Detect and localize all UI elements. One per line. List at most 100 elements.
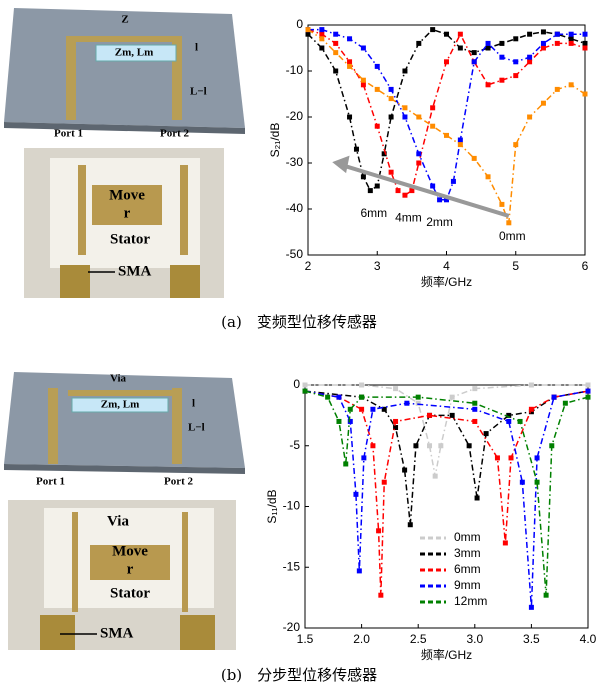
marker: [333, 68, 339, 74]
trend-arrow: [342, 163, 510, 218]
y-tick-label: -15: [283, 559, 301, 573]
marker: [370, 443, 376, 449]
photo-sma: [180, 615, 215, 650]
marker: [360, 77, 366, 83]
marker: [551, 394, 557, 400]
marker: [494, 455, 500, 461]
marker: [585, 388, 591, 394]
marker: [353, 146, 359, 152]
label: Stator: [110, 231, 150, 247]
marker: [540, 45, 546, 51]
label: r: [127, 561, 134, 577]
marker: [374, 63, 380, 69]
label: Move: [109, 187, 145, 203]
x-tick-label: 2: [305, 259, 312, 273]
series-line: [307, 28, 586, 197]
series-line: [308, 28, 585, 201]
marker: [430, 27, 436, 33]
marker: [582, 40, 588, 46]
y-tick-label: -10: [283, 499, 301, 513]
marker: [430, 123, 436, 129]
photo-sma: [170, 265, 200, 298]
marker: [415, 394, 421, 400]
photo-line: [72, 512, 78, 612]
marker: [374, 86, 380, 92]
marker: [450, 178, 456, 184]
marker: [506, 412, 512, 418]
marker: [359, 382, 365, 388]
marker: [519, 479, 525, 485]
marker: [528, 604, 534, 610]
marker: [485, 82, 491, 88]
legend-label: 0mm: [454, 530, 481, 544]
marker: [474, 495, 480, 501]
marker: [554, 31, 560, 37]
marker: [582, 45, 588, 51]
y-axis-label: S₁₁/dB: [265, 489, 279, 523]
marker: [319, 45, 325, 51]
marker: [413, 443, 419, 449]
marker: [528, 406, 534, 412]
marker: [360, 174, 366, 180]
annotation: 6mm: [360, 206, 387, 220]
marker: [568, 40, 574, 46]
marker: [416, 160, 422, 166]
marker: [472, 406, 478, 412]
marker: [534, 455, 540, 461]
x-axis-label: 频率/GHz: [421, 274, 472, 289]
marker: [585, 382, 591, 388]
photo-line: [180, 165, 188, 255]
photo-sma: [60, 265, 90, 298]
marker: [360, 45, 366, 51]
marker: [527, 59, 533, 65]
photo-mover: [90, 545, 170, 580]
y-tick-label: -20: [286, 109, 304, 123]
marker: [336, 418, 342, 424]
marker: [485, 174, 491, 180]
marker: [513, 59, 519, 65]
marker: [485, 40, 491, 46]
marker: [457, 45, 463, 51]
marker: [568, 31, 574, 37]
marker: [336, 394, 342, 400]
marker: [378, 592, 384, 598]
photo-line: [182, 512, 188, 612]
marker: [471, 155, 477, 161]
legend-label: 6mm: [454, 562, 481, 576]
marker: [457, 31, 463, 37]
marker: [449, 412, 455, 418]
label: SMA: [100, 625, 134, 641]
label: Move: [112, 543, 148, 559]
legend-label: 3mm: [454, 546, 481, 560]
marker: [562, 400, 568, 406]
marker: [388, 96, 394, 102]
x-tick-label: 4.0: [580, 632, 597, 646]
marker: [388, 86, 394, 92]
y-tick-label: -20: [283, 620, 301, 634]
label: r: [124, 205, 131, 221]
marker: [416, 114, 422, 120]
y-tick-label: 0: [293, 377, 300, 391]
marker: [395, 188, 401, 194]
x-axis-label: 频率/GHz: [421, 647, 472, 662]
marker: [471, 59, 477, 65]
photo-sma: [40, 615, 75, 650]
y-tick-label: -10: [286, 63, 304, 77]
marker: [506, 220, 512, 226]
marker: [381, 151, 387, 157]
marker: [388, 114, 394, 120]
label: Via: [107, 513, 129, 529]
marker: [367, 188, 373, 194]
x-tick-label: 5: [512, 259, 519, 273]
marker: [376, 528, 382, 534]
marker: [333, 40, 339, 46]
marker: [554, 40, 560, 46]
y-tick-label: -50: [286, 247, 304, 261]
marker: [444, 132, 449, 138]
marker: [374, 123, 380, 129]
marker: [360, 82, 366, 88]
marker: [374, 183, 380, 189]
legend-label: 12mm: [454, 594, 487, 608]
x-tick-label: 3.0: [466, 632, 483, 646]
